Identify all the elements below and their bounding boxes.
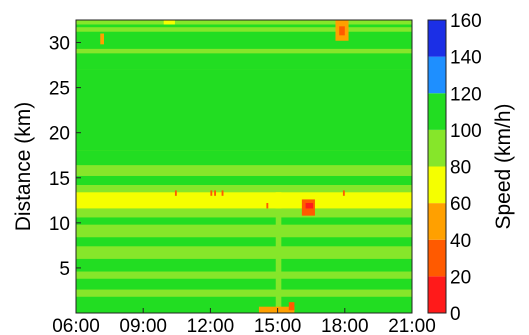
heatmap-cell	[339, 26, 345, 36]
heatmap-cell	[275, 209, 282, 313]
heatmap-cell	[258, 306, 295, 313]
colorbar-tick-label: 80	[450, 158, 471, 179]
x-tick-label: 15:00	[254, 316, 302, 335]
heatmap-cell	[76, 296, 412, 313]
heatmap-cell	[288, 302, 295, 311]
heatmap-cell	[76, 27, 412, 32]
heatmap-cell	[342, 190, 345, 196]
x-tick-label: 12:00	[187, 316, 235, 335]
x-tick-label: 21:00	[388, 316, 436, 335]
heatmap-cell	[76, 217, 412, 225]
x-tick-label: 09:00	[119, 316, 167, 335]
heatmap-cell	[76, 150, 412, 166]
heatmap-cell	[210, 190, 213, 196]
y-axis: 5 10 15 20 25 30	[49, 34, 81, 280]
plot-frame	[75, 19, 413, 314]
colorbar-band	[428, 93, 446, 130]
colorbar-band	[428, 203, 446, 240]
colorbar-tick-label: 0	[450, 304, 461, 325]
x-axis: 06:00 09:00 12:00 15:00 18:00 21:00	[52, 308, 436, 335]
y-tick-label: 25	[49, 79, 70, 100]
colorbar-tick-label: 60	[450, 194, 471, 215]
heatmap-cells	[76, 20, 412, 313]
colorbar-band	[428, 20, 446, 57]
colorbar-band	[428, 166, 446, 204]
heatmap-cell	[100, 33, 104, 45]
colorbar-band	[428, 276, 446, 313]
y-tick-label: 10	[49, 214, 70, 235]
colorbar-label: Speed (km/h)	[492, 103, 515, 229]
colorbar-tick-label: 100	[450, 121, 482, 142]
colorbar-frame	[427, 19, 447, 314]
heatmap-cell	[174, 190, 177, 196]
x-tick-label: 06:00	[52, 316, 100, 335]
heatmap-cell	[305, 203, 314, 209]
heatmap-cell	[163, 20, 175, 25]
y-tick-label: 30	[49, 34, 70, 55]
heatmap-cell	[76, 258, 412, 272]
heatmap-cell	[76, 278, 412, 290]
colorbar-tick-label: 120	[450, 84, 482, 105]
heatmap-cell	[76, 69, 412, 151]
heatmap-cell	[76, 175, 412, 185]
y-tick-label: 20	[49, 124, 70, 145]
colorbar-band	[428, 239, 446, 277]
x-tick-label: 18:00	[321, 316, 369, 335]
colorbar-tick-label: 20	[450, 267, 471, 288]
heatmap-cell	[266, 203, 269, 209]
colorbar-tick-label: 40	[450, 231, 471, 252]
heatmap-cell	[76, 48, 412, 54]
heatmap-cell	[76, 184, 412, 193]
y-axis-label: Distance (km)	[12, 102, 35, 232]
colorbar-band	[428, 56, 446, 94]
colorbar-tick-label: 160	[450, 11, 482, 32]
heatmap-cell	[76, 24, 412, 70]
heatmap-cell	[275, 192, 282, 209]
colorbar-band	[428, 129, 446, 167]
heatmap-cell	[221, 190, 224, 196]
colorbar-tick-label: 140	[450, 48, 482, 69]
heatmap-cell	[76, 237, 412, 247]
heatmap-cell	[214, 190, 216, 196]
colorbar: 0 20 40 60 80 100 120 140 160	[427, 11, 482, 325]
heatmap-cell	[76, 192, 412, 209]
y-tick-label: 15	[49, 169, 70, 190]
heatmap-cell	[76, 208, 412, 214]
y-tick-label: 5	[59, 259, 70, 280]
